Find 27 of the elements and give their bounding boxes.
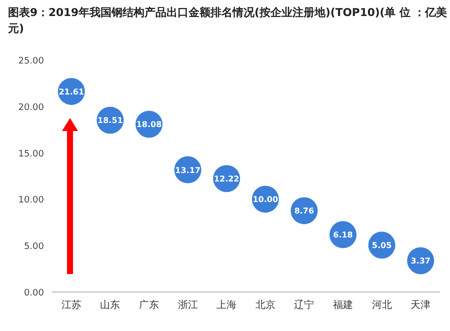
y-tick-label: 5.00 bbox=[24, 242, 44, 252]
x-tick-label: 福建 bbox=[333, 299, 353, 311]
x-tick-label: 浙江 bbox=[178, 299, 198, 311]
data-label: 3.37 bbox=[410, 256, 430, 266]
y-tick-label: 15.00 bbox=[18, 149, 44, 160]
x-tick-label: 河北 bbox=[372, 299, 392, 311]
data-label: 13.17 bbox=[175, 166, 200, 175]
x-tick-label: 北京 bbox=[255, 299, 276, 311]
data-label: 5.05 bbox=[372, 241, 392, 250]
x-tick-label: 广东 bbox=[139, 299, 159, 311]
x-tick-label: 天津 bbox=[410, 299, 431, 311]
x-tick-label: 山东 bbox=[100, 299, 120, 311]
data-label: 18.51 bbox=[98, 116, 124, 126]
y-tick-label: 10.00 bbox=[18, 196, 44, 206]
data-label: 18.08 bbox=[136, 120, 162, 130]
y-tick-label: 0.00 bbox=[24, 288, 44, 298]
x-tick-label: 辽宁 bbox=[294, 299, 314, 311]
x-tick-label: 江苏 bbox=[61, 299, 82, 311]
chart-title: 图表9：2019年我国钢结构产品出口金额排名情况(按企业注册地)(TOP10)(单 位 ：亿美元) bbox=[8, 5, 448, 37]
y-tick-label: 20.00 bbox=[18, 102, 44, 113]
data-label: 21.61 bbox=[58, 87, 84, 96]
data-label: 10.00 bbox=[252, 195, 278, 204]
data-label: 8.76 bbox=[294, 206, 314, 216]
data-label: 12.22 bbox=[214, 174, 240, 184]
y-tick-label: 25.00 bbox=[18, 56, 44, 66]
x-tick-label: 上海 bbox=[216, 299, 237, 311]
data-label: 6.18 bbox=[333, 230, 354, 240]
